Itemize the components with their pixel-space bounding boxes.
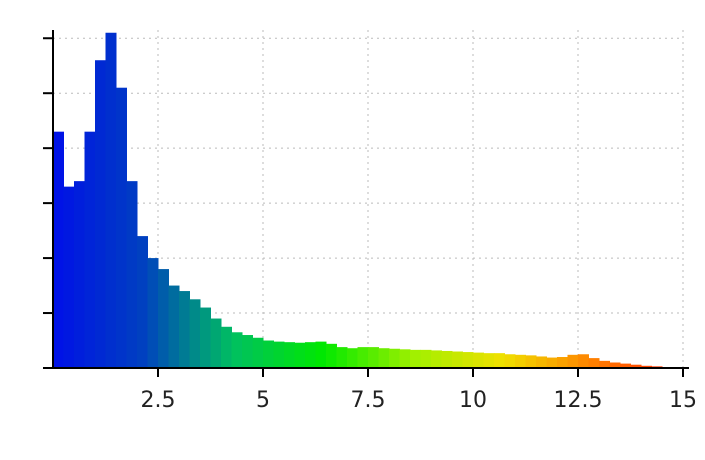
histogram-bar xyxy=(105,32,117,369)
histogram-bar xyxy=(284,342,295,368)
histogram-bar xyxy=(63,186,75,368)
histogram-bar xyxy=(84,131,96,368)
histogram-bar xyxy=(252,337,264,368)
histogram-bar xyxy=(263,340,274,368)
histogram-bar xyxy=(620,363,631,368)
histogram-bar xyxy=(158,269,169,368)
histogram-bar xyxy=(452,351,463,368)
histogram-bar xyxy=(609,362,621,368)
histogram-bar xyxy=(294,342,306,368)
x-tick-label: 10 xyxy=(459,388,487,413)
x-tick-label: 12.5 xyxy=(554,388,603,413)
histogram-bar xyxy=(357,347,369,368)
x-tick-label: 7.5 xyxy=(351,388,386,413)
histogram-bar xyxy=(179,291,190,368)
histogram-bar xyxy=(147,258,159,368)
histogram-bar xyxy=(74,181,85,368)
histogram-bar xyxy=(536,356,547,368)
histogram-bar xyxy=(431,350,442,368)
histogram-bar xyxy=(441,350,453,368)
histogram-bar xyxy=(494,353,505,368)
x-tick-label: 2.5 xyxy=(141,388,176,413)
histogram-bar xyxy=(473,352,484,368)
histogram-bar xyxy=(95,60,106,369)
histogram-bar xyxy=(200,307,211,368)
histogram-bar xyxy=(53,131,64,368)
histogram-bar xyxy=(137,236,148,368)
x-tick-label: 15 xyxy=(669,388,697,413)
histogram-bar xyxy=(420,349,432,368)
histogram-bar xyxy=(578,354,589,368)
histogram-bar xyxy=(168,285,180,368)
histogram-bar xyxy=(399,349,411,368)
histogram-bar xyxy=(599,360,610,368)
histogram-bar xyxy=(347,348,358,368)
histogram-bar xyxy=(641,365,652,368)
histogram-bar xyxy=(221,326,232,368)
histogram-bar xyxy=(242,335,253,368)
histogram-bar xyxy=(546,357,558,368)
histogram-bar xyxy=(116,87,127,369)
histogram-bar xyxy=(315,341,327,368)
histogram-bar xyxy=(126,181,138,368)
histogram-bar xyxy=(410,349,421,368)
histogram-bar xyxy=(378,348,390,368)
histogram-bar xyxy=(273,341,285,368)
histogram-bar xyxy=(231,332,243,368)
histogram-bar xyxy=(567,354,579,368)
histogram-bar xyxy=(515,354,526,368)
histogram-bar xyxy=(336,347,348,368)
x-tick-label: 5 xyxy=(256,388,270,413)
histogram-bar xyxy=(483,353,495,368)
histogram-bar xyxy=(525,355,537,368)
histogram-bar xyxy=(630,364,642,368)
histogram-bar xyxy=(305,342,316,368)
histogram-bar xyxy=(504,354,516,368)
histogram-bar xyxy=(462,352,474,368)
histogram-bar xyxy=(588,358,600,368)
histogram-bar xyxy=(368,347,379,368)
histogram-bar xyxy=(189,299,201,368)
histogram-bar xyxy=(326,343,337,368)
histogram-bar xyxy=(557,357,568,368)
histogram-bar xyxy=(389,348,400,368)
histogram-bar xyxy=(210,318,222,368)
